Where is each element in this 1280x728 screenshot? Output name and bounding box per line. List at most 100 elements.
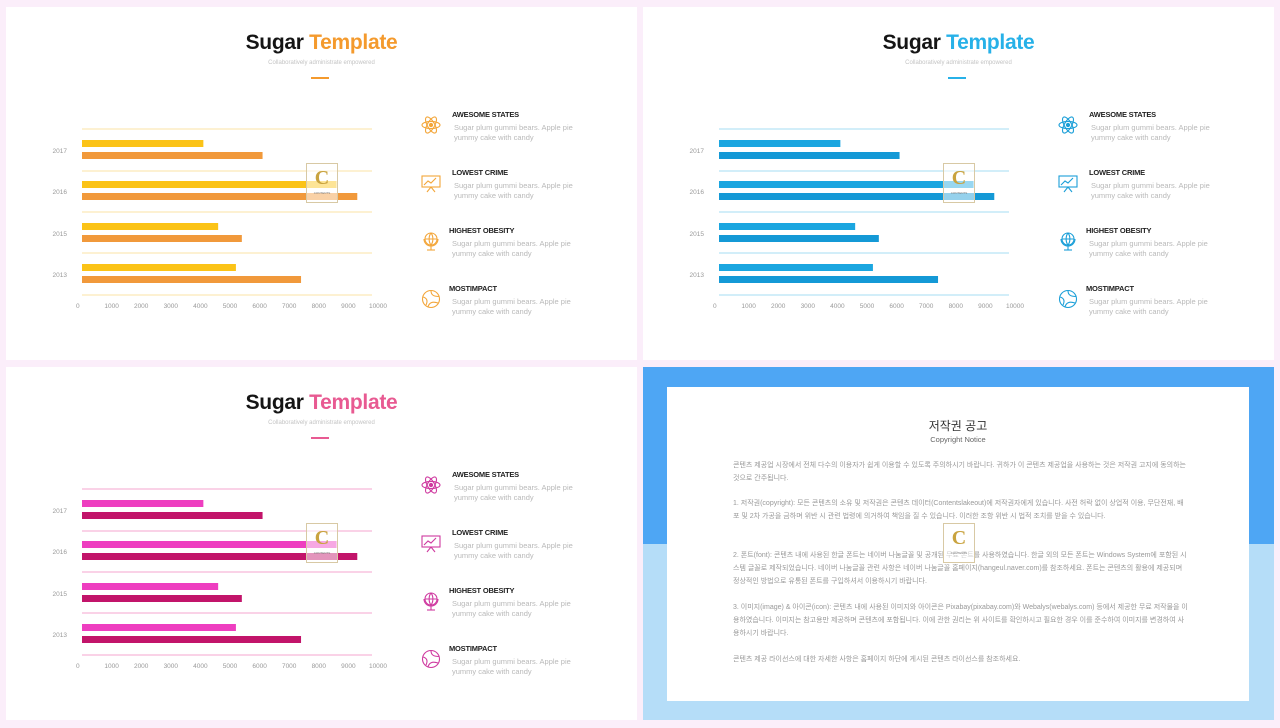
watermark-logo: C CONTENTS <box>943 523 975 563</box>
x-tick-label: 3000 <box>164 663 179 670</box>
globe-network-icon <box>1057 288 1079 310</box>
title-underline <box>948 77 966 79</box>
x-tick-label: 1000 <box>104 663 119 670</box>
logo-letter: C <box>314 527 330 549</box>
slide-title: Sugar Template <box>6 31 637 55</box>
feature-title: MOSTIMPACT <box>1086 284 1134 293</box>
x-tick-label: 8000 <box>949 303 964 310</box>
x-tick-label: 1000 <box>104 303 119 310</box>
title-main: Sugar <box>882 31 941 54</box>
notice-paragraph: 3. 이미지(image) & 아이콘(icon): 콘텐츠 내에 사용된 이미… <box>733 604 1188 637</box>
notice-paragraph: 콘텐츠 제공업 시장에서 전체 다수의 이용자가 쉽게 이용할 수 있도록 주의… <box>733 462 1186 482</box>
feature-item: MOSTIMPACT Sugar plum gummi bears. Apple … <box>420 644 630 694</box>
x-tick-label: 10000 <box>369 303 387 310</box>
presentation-board-icon <box>1057 172 1079 194</box>
presentation-board-icon <box>420 532 442 554</box>
feature-title: LOWEST CRIME <box>1089 168 1145 177</box>
logo-letter: C <box>314 167 330 189</box>
bar-2015-series-2 <box>719 235 879 242</box>
logo-text: CONTENTS <box>950 551 968 555</box>
feature-item: LOWEST CRIME Sugar plum gummi bears. Appl… <box>420 168 630 218</box>
slide-title: Sugar Template <box>6 391 637 415</box>
slide-subtitle: Collaboratively administrate empowered <box>905 60 1012 66</box>
feature-description: Sugar plum gummi bears. Apple pie yummy … <box>452 297 571 316</box>
title-accent: Template <box>946 31 1035 54</box>
bar-2013-series-1 <box>719 264 873 271</box>
x-tick-label: 9000 <box>978 303 993 310</box>
bar-2017-series-2 <box>82 512 263 519</box>
feature-title: HIGHEST OBESITY <box>449 226 515 235</box>
bar-2017-series-1 <box>82 140 204 147</box>
bar-2015-series-1 <box>82 223 219 230</box>
title-underline <box>311 77 329 79</box>
slide-title: Sugar Template <box>643 31 1274 55</box>
y-tick-label: 2017 <box>53 148 68 155</box>
bar-2017-series-2 <box>82 152 263 159</box>
feature-title: LOWEST CRIME <box>452 168 508 177</box>
x-tick-label: 0 <box>76 303 80 310</box>
x-tick-label: 8000 <box>312 663 327 670</box>
atom-icon <box>1057 114 1079 136</box>
watermark-logo: C CONTENTS <box>306 163 338 203</box>
y-tick-label: 2016 <box>53 549 68 556</box>
y-tick-label: 2015 <box>53 231 68 238</box>
y-tick-label: 2016 <box>690 189 705 196</box>
feature-title: AWESOME STATES <box>452 110 519 119</box>
globe-stand-icon <box>1057 230 1079 252</box>
bar-2013-series-1 <box>82 624 236 631</box>
slide-orange: Sugar Template Collaboratively administr… <box>6 7 637 360</box>
y-tick-label: 2017 <box>53 508 68 515</box>
notice-paragraph: 콘텐츠 제공 라이선스에 대한 자세한 사항은 홈페이지 하단에 게시된 콘텐츠… <box>733 656 1021 663</box>
x-tick-label: 0 <box>76 663 80 670</box>
x-tick-label: 4000 <box>193 663 208 670</box>
feature-title: LOWEST CRIME <box>452 528 508 537</box>
feature-description: Sugar plum gummi bears. Apple pie yummy … <box>1089 239 1208 258</box>
x-tick-label: 9000 <box>341 663 356 670</box>
bar-2015-series-1 <box>82 583 219 590</box>
x-tick-label: 8000 <box>312 303 327 310</box>
slide-pink: Sugar Template Collaboratively administr… <box>6 367 637 720</box>
y-tick-label: 2017 <box>690 148 705 155</box>
x-tick-label: 5000 <box>223 663 238 670</box>
feature-description: Sugar plum gummi bears. Apple pie yummy … <box>454 123 573 142</box>
presentation-board-icon <box>420 172 442 194</box>
bar-2016-series-1 <box>82 181 337 188</box>
bar-2016-series-1 <box>719 181 974 188</box>
bar-2015-series-1 <box>719 223 856 230</box>
x-tick-label: 4000 <box>830 303 845 310</box>
feature-item: LOWEST CRIME Sugar plum gummi bears. Appl… <box>420 528 630 578</box>
feature-item: LOWEST CRIME Sugar plum gummi bears. Appl… <box>1057 168 1267 218</box>
feature-description: Sugar plum gummi bears. Apple pie yummy … <box>1089 297 1208 316</box>
y-tick-label: 2013 <box>53 632 68 639</box>
x-tick-label: 5000 <box>860 303 875 310</box>
bar-2015-series-2 <box>82 235 242 242</box>
feature-item: AWESOME STATES Sugar plum gummi bears. Ap… <box>420 110 630 160</box>
globe-stand-icon <box>420 230 442 252</box>
x-tick-label: 10000 <box>369 663 387 670</box>
bar-chart: 2017 2016 2015 2013 0 1000 2000 3000 4000 5000 600… <box>53 128 387 310</box>
logo-letter: C <box>951 167 967 189</box>
notice-title: 저작권 공고 <box>928 419 988 433</box>
x-tick-label: 5000 <box>223 303 238 310</box>
feature-description: Sugar plum gummi bears. Apple pie yummy … <box>452 239 571 258</box>
watermark-logo: C CONTENTS <box>943 163 975 203</box>
feature-title: AWESOME STATES <box>1089 110 1156 119</box>
feature-description: Sugar plum gummi bears. Apple pie yummy … <box>1091 181 1210 200</box>
globe-network-icon <box>420 288 442 310</box>
x-tick-label: 7000 <box>282 303 297 310</box>
slide-copyright: 저작권 공고 Copyright Notice 콘텐츠 제공업 시장에서 전체 … <box>643 367 1274 720</box>
feature-title: HIGHEST OBESITY <box>1086 226 1152 235</box>
y-tick-label: 2013 <box>690 272 705 279</box>
x-tick-label: 2000 <box>134 303 149 310</box>
y-tick-label: 2013 <box>53 272 68 279</box>
feature-description: Sugar plum gummi bears. Apple pie yummy … <box>454 181 573 200</box>
feature-title: AWESOME STATES <box>452 470 519 479</box>
bar-2017-series-2 <box>719 152 900 159</box>
x-tick-label: 4000 <box>193 303 208 310</box>
logo-letter: C <box>951 527 967 549</box>
title-main: Sugar <box>245 31 304 54</box>
y-tick-label: 2016 <box>53 189 68 196</box>
bar-chart: 2017 2016 2015 2013 0 1000 2000 3000 4000 5000 600… <box>53 488 387 670</box>
globe-network-icon <box>420 648 442 670</box>
notice-subtitle: Copyright Notice <box>930 435 986 444</box>
